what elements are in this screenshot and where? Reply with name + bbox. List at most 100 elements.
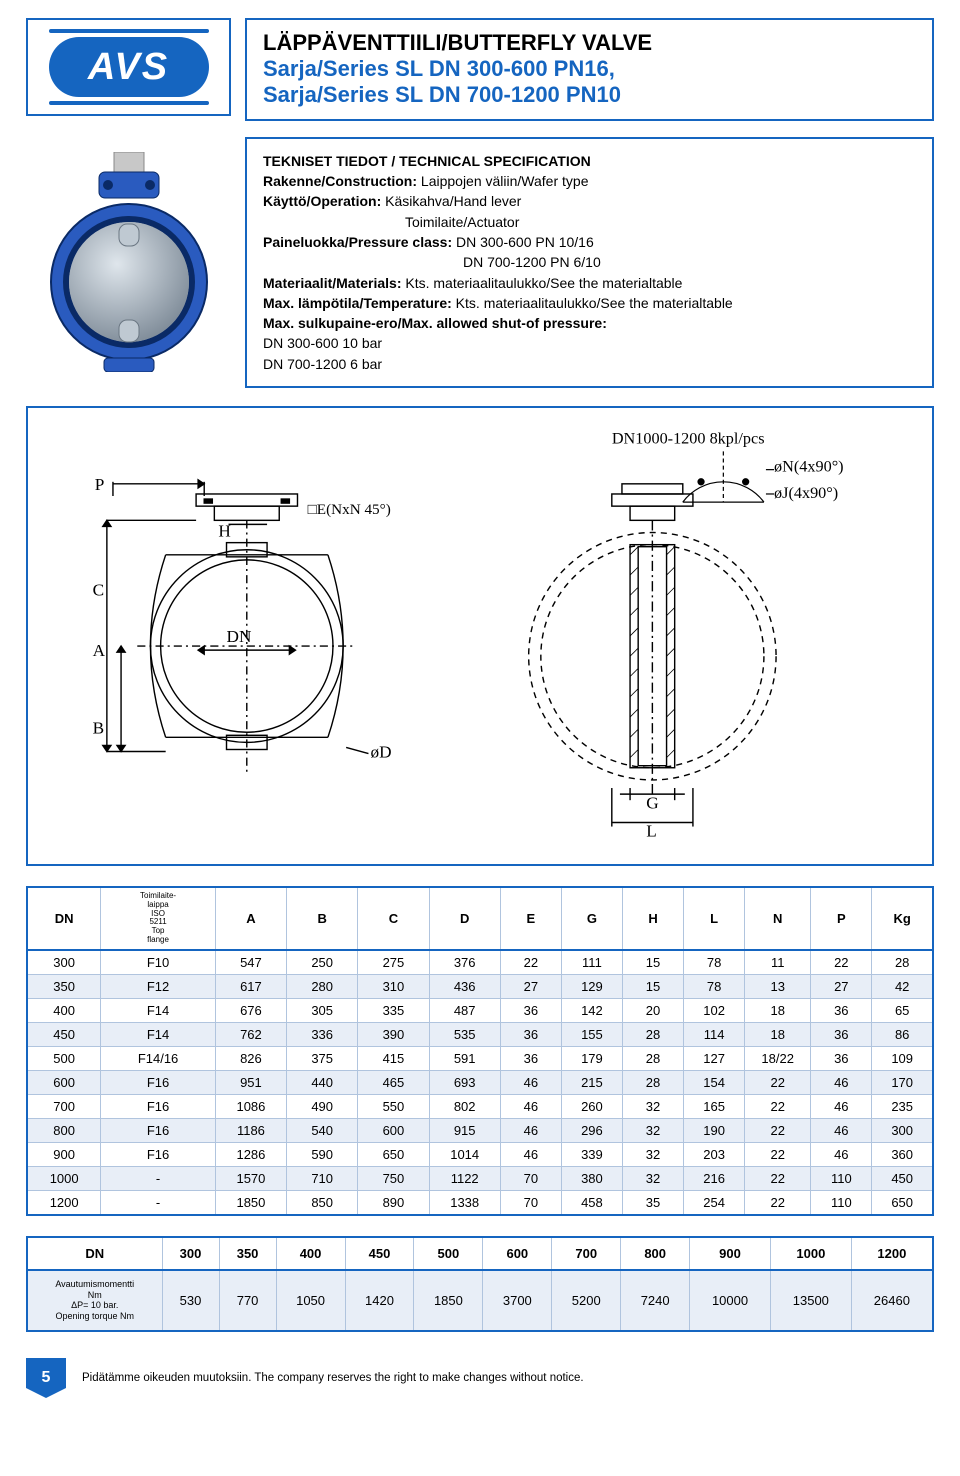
table-cell: 951 [215, 1070, 286, 1094]
table-cell: 36 [811, 1022, 872, 1046]
table-cell: 27 [811, 974, 872, 998]
spec-line: Max. lämpötila/Temperature: Kts. materia… [263, 293, 916, 313]
table-row: 600F1695144046569346215281542246170 [27, 1070, 933, 1094]
dimensions-table: DNToimilaite-laippaISO5211TopflangeABCDE… [26, 886, 934, 1216]
table-cell: 86 [872, 1022, 933, 1046]
table-cell: 3700 [483, 1270, 552, 1331]
table-cell: 458 [561, 1190, 622, 1215]
table-cell: 28 [622, 1070, 683, 1094]
table-cell: 339 [561, 1142, 622, 1166]
table-cell: 900 [27, 1142, 101, 1166]
table-cell: 1420 [345, 1270, 414, 1331]
table-cell: 1086 [215, 1094, 286, 1118]
spec-line: Rakenne/Construction: Laippojen väliin/W… [263, 171, 916, 191]
table-row: 450F147623363905353615528114183686 [27, 1022, 933, 1046]
footer-note: Pidätämme oikeuden muutoksiin. The compa… [82, 1372, 584, 1384]
table-cell: 10000 [690, 1270, 771, 1331]
column-header: 600 [483, 1237, 552, 1270]
table-cell: 46 [500, 1142, 561, 1166]
column-header: 450 [345, 1237, 414, 1270]
table-cell: 26460 [851, 1270, 933, 1331]
table-cell: 254 [684, 1190, 745, 1215]
table-cell: 540 [287, 1118, 358, 1142]
table-cell: 13500 [770, 1270, 851, 1331]
table-cell: 22 [811, 950, 872, 975]
svg-text:DN: DN [227, 627, 252, 646]
spec-line: Materiaalit/Materials: Kts. materiaalita… [263, 273, 916, 293]
table-cell: 215 [561, 1070, 622, 1094]
table-cell: 36 [811, 1046, 872, 1070]
table-cell: 5200 [552, 1270, 621, 1331]
table-cell: 13 [745, 974, 811, 998]
table-cell: 700 [27, 1094, 101, 1118]
table-cell: 32 [622, 1142, 683, 1166]
column-header: 300 [162, 1237, 219, 1270]
table-cell: 450 [872, 1166, 933, 1190]
svg-text:L: L [646, 822, 657, 841]
table-cell: 35 [622, 1190, 683, 1215]
table-cell: 22 [745, 1070, 811, 1094]
table-cell: 850 [287, 1190, 358, 1215]
column-header: C [358, 887, 429, 950]
table-cell: 487 [429, 998, 500, 1022]
table-cell: 500 [27, 1046, 101, 1070]
table-cell: 65 [872, 998, 933, 1022]
table-cell: 1850 [414, 1270, 483, 1331]
page-subtitle-1: Sarja/Series SL DN 300-600 PN16, [263, 56, 916, 82]
table-cell: 305 [287, 998, 358, 1022]
table-cell: 547 [215, 950, 286, 975]
table-cell: 32 [622, 1118, 683, 1142]
table-cell: 590 [287, 1142, 358, 1166]
table-cell: F16 [101, 1070, 216, 1094]
table-cell: 465 [358, 1070, 429, 1094]
column-header: P [811, 887, 872, 950]
table-row: 500F14/16826375415591361792812718/223610… [27, 1046, 933, 1070]
column-header: DN [27, 887, 101, 950]
drawing-label: øJ(4x90°) [774, 484, 838, 502]
table-cell: 22 [745, 1166, 811, 1190]
table-cell: 129 [561, 974, 622, 998]
column-header: D [429, 887, 500, 950]
table-cell: 46 [811, 1142, 872, 1166]
table-cell: 600 [358, 1118, 429, 1142]
table-cell: 915 [429, 1118, 500, 1142]
table-cell: 18/22 [745, 1046, 811, 1070]
table-cell: 310 [358, 974, 429, 998]
table-cell: 46 [811, 1094, 872, 1118]
column-header: 400 [276, 1237, 345, 1270]
spec-line: Paineluokka/Pressure class: DN 300-600 P… [263, 232, 916, 252]
spec-box: TEKNISET TIEDOT / TECHNICAL SPECIFICATIO… [245, 137, 934, 388]
table-cell: 22 [745, 1142, 811, 1166]
table-cell: 335 [358, 998, 429, 1022]
column-header: Toimilaite-laippaISO5211Topflange [101, 887, 216, 950]
table-cell: 165 [684, 1094, 745, 1118]
table-cell: 1000 [27, 1166, 101, 1190]
table-cell: 190 [684, 1118, 745, 1142]
table-cell: 1014 [429, 1142, 500, 1166]
column-header: H [622, 887, 683, 950]
table-row: 700F16108649055080246260321652246235 [27, 1094, 933, 1118]
page-subtitle-2: Sarja/Series SL DN 700-1200 PN10 [263, 82, 916, 108]
table-cell: 376 [429, 950, 500, 975]
row-label: AvautumismomenttiNmΔP= 10 bar.Opening to… [27, 1270, 162, 1331]
table-row: 800F16118654060091546296321902246300 [27, 1118, 933, 1142]
table-cell: 36 [500, 1046, 561, 1070]
table-row: 1200-18508508901338704583525422110650 [27, 1190, 933, 1215]
table-cell: - [101, 1190, 216, 1215]
table-cell: 600 [27, 1070, 101, 1094]
table-cell: 710 [287, 1166, 358, 1190]
table-cell: 300 [27, 950, 101, 975]
drawing-label: øN(4x90°) [774, 458, 844, 476]
footer-row: 5 Pidätämme oikeuden muutoksiin. The com… [26, 1358, 934, 1398]
svg-text:G: G [646, 793, 658, 812]
table-cell: 114 [684, 1022, 745, 1046]
table-cell: F14/16 [101, 1046, 216, 1070]
table-cell: 826 [215, 1046, 286, 1070]
table-cell: 22 [500, 950, 561, 975]
table-cell: 78 [684, 974, 745, 998]
table-cell: 70 [500, 1190, 561, 1215]
table-cell: 203 [684, 1142, 745, 1166]
table-cell: 28 [872, 950, 933, 975]
table-cell: 350 [27, 974, 101, 998]
table-cell: 770 [219, 1270, 276, 1331]
